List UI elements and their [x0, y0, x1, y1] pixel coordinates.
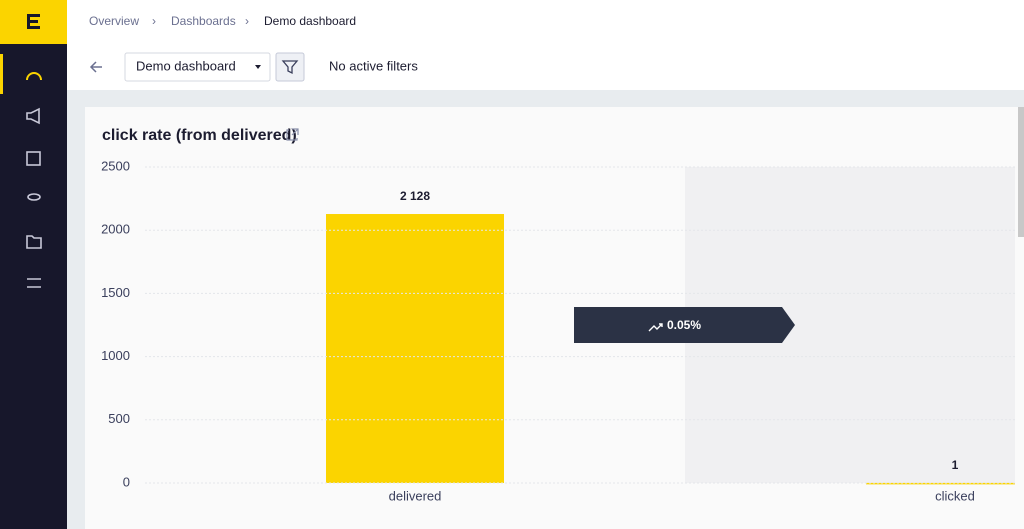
filter-status: No active filters [329, 58, 418, 73]
scrollbar [1018, 107, 1024, 237]
dashboard-select-label: Demo dashboard [136, 58, 236, 73]
breadcrumb-separator: › [152, 14, 156, 28]
filter-icon [281, 60, 299, 75]
value-label: 1 [952, 458, 959, 472]
trend-icon [648, 323, 663, 332]
y-tick-label: 1000 [101, 348, 130, 363]
conversion-badge [574, 307, 795, 343]
back-button[interactable] [89, 61, 102, 73]
external-link[interactable] [286, 128, 299, 141]
breadcrumb[interactable]: Overview [89, 14, 139, 28]
breadcrumb[interactable]: Dashboards [171, 14, 236, 28]
y-tick-label: 500 [108, 411, 130, 426]
y-tick-label: 2000 [101, 222, 130, 237]
bar [326, 214, 504, 483]
logo[interactable] [27, 14, 40, 29]
sidebar [0, 0, 67, 529]
x-tick-label: delivered [389, 488, 442, 503]
y-tick-label: 1500 [101, 285, 130, 300]
conversion-rate: 0.05% [667, 318, 701, 332]
chart-title: click rate (from delivered) [102, 127, 297, 144]
breadcrumb-current: Demo dashboard [264, 14, 356, 28]
nav-files[interactable] [26, 235, 42, 249]
nav-dashboards[interactable] [26, 72, 42, 81]
nav-data[interactable] [27, 193, 41, 201]
dropdown-caret [255, 65, 261, 69]
nav-settings[interactable] [27, 278, 41, 288]
x-tick-label: clicked [935, 488, 975, 503]
value-label: 2 128 [400, 189, 430, 203]
filter-button[interactable] [275, 52, 305, 82]
dashboard-select[interactable] [124, 52, 271, 82]
y-tick-label: 2500 [101, 158, 130, 173]
bar [866, 482, 1015, 485]
breadcrumb-separator: › [245, 14, 249, 28]
nav-analytics[interactable] [26, 151, 41, 166]
nav-campaigns[interactable] [26, 107, 40, 125]
active-indicator [0, 54, 3, 94]
y-tick-label: 0 [123, 474, 130, 489]
